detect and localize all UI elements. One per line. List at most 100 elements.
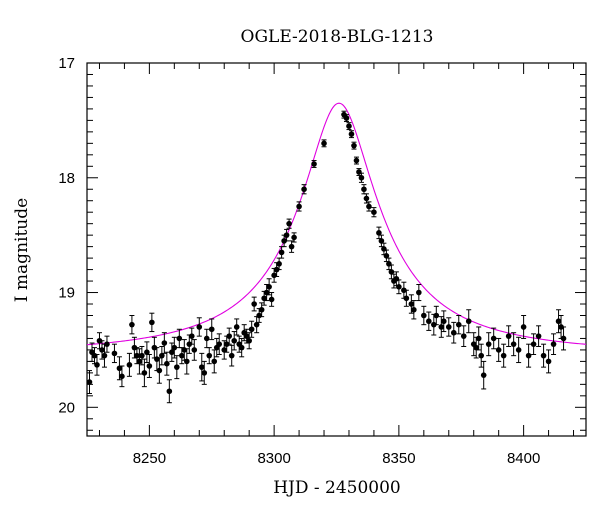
data-point [465, 309, 472, 334]
x-tick-label: 8250 [133, 450, 166, 467]
data-marker [101, 352, 108, 359]
data-marker [495, 347, 502, 353]
data-marker [164, 360, 170, 367]
data-marker [206, 352, 213, 359]
data-marker [276, 261, 282, 267]
data-point [141, 358, 148, 388]
data-point [144, 341, 150, 364]
data-marker [221, 347, 228, 353]
data-point [361, 184, 367, 195]
data-point [119, 365, 125, 388]
data-point [198, 352, 205, 382]
data-point [475, 326, 482, 351]
data-point [104, 335, 110, 353]
data-marker [156, 367, 163, 374]
data-marker [520, 324, 527, 330]
data-point [111, 343, 118, 364]
data-marker [208, 326, 215, 333]
data-marker [296, 203, 302, 210]
data-point [139, 345, 145, 366]
data-marker [104, 341, 110, 347]
data-marker [136, 358, 143, 365]
data-points [86, 110, 567, 404]
data-point [296, 201, 302, 212]
data-point [94, 354, 100, 376]
y-tick-label: 19 [58, 285, 75, 302]
data-marker [94, 362, 100, 368]
data-marker [361, 186, 367, 193]
data-point [426, 311, 432, 331]
data-marker [159, 352, 165, 359]
data-marker [358, 174, 365, 181]
data-marker [233, 324, 240, 330]
data-marker [139, 352, 145, 359]
data-marker [478, 352, 485, 359]
data-point [343, 114, 350, 123]
data-marker [490, 335, 497, 342]
data-marker [266, 284, 272, 290]
data-marker [445, 324, 452, 330]
data-point [525, 343, 532, 368]
data-marker [475, 335, 482, 342]
data-marker [560, 335, 567, 342]
data-marker [291, 234, 297, 241]
data-marker [440, 318, 447, 325]
x-tick-label: 8350 [382, 450, 415, 467]
data-point [545, 349, 552, 374]
data-point [146, 354, 153, 378]
axis-ticks [87, 62, 586, 436]
x-tick-label: 8400 [507, 450, 540, 467]
data-marker [179, 352, 185, 359]
data-marker [421, 312, 427, 319]
data-point [164, 351, 170, 376]
data-marker [371, 209, 377, 215]
data-point [403, 289, 410, 307]
data-marker [141, 370, 148, 376]
data-marker [416, 289, 422, 296]
data-marker [216, 341, 223, 347]
data-marker [381, 246, 387, 252]
data-point [226, 327, 233, 345]
data-point [485, 332, 492, 357]
data-point [291, 232, 297, 243]
data-point [201, 360, 208, 385]
data-marker [356, 169, 362, 175]
data-point [238, 337, 245, 358]
data-point [166, 379, 173, 404]
data-point [203, 328, 210, 349]
data-marker [86, 379, 93, 385]
data-marker [545, 358, 552, 365]
data-marker [111, 350, 118, 357]
data-marker [246, 337, 252, 344]
data-point [356, 168, 362, 176]
data-marker [450, 329, 457, 336]
data-point [208, 318, 215, 341]
data-point [378, 234, 385, 248]
data-point [86, 370, 93, 395]
data-marker [378, 238, 385, 244]
data-point [346, 122, 352, 131]
data-point [276, 257, 282, 271]
data-marker [383, 253, 390, 259]
data-point [179, 347, 185, 365]
y-tick-label: 20 [58, 399, 75, 416]
y-axis-label: I magnitude [12, 198, 32, 302]
data-marker [99, 347, 105, 353]
data-marker [116, 365, 123, 372]
data-marker [91, 352, 98, 359]
data-point [411, 300, 417, 320]
data-marker [238, 344, 245, 351]
data-marker [144, 349, 150, 356]
axis-tick-labels: 8250 8300 8350 8400 17 18 19 20 [58, 55, 540, 467]
data-point [286, 218, 292, 229]
data-marker [256, 312, 262, 319]
data-marker [388, 269, 395, 275]
data-marker [408, 301, 415, 307]
data-point [196, 317, 203, 337]
data-marker [174, 364, 180, 370]
data-point [455, 314, 462, 335]
data-point [490, 327, 497, 350]
data-point [136, 348, 143, 375]
data-marker [555, 318, 562, 325]
data-point [174, 355, 180, 380]
